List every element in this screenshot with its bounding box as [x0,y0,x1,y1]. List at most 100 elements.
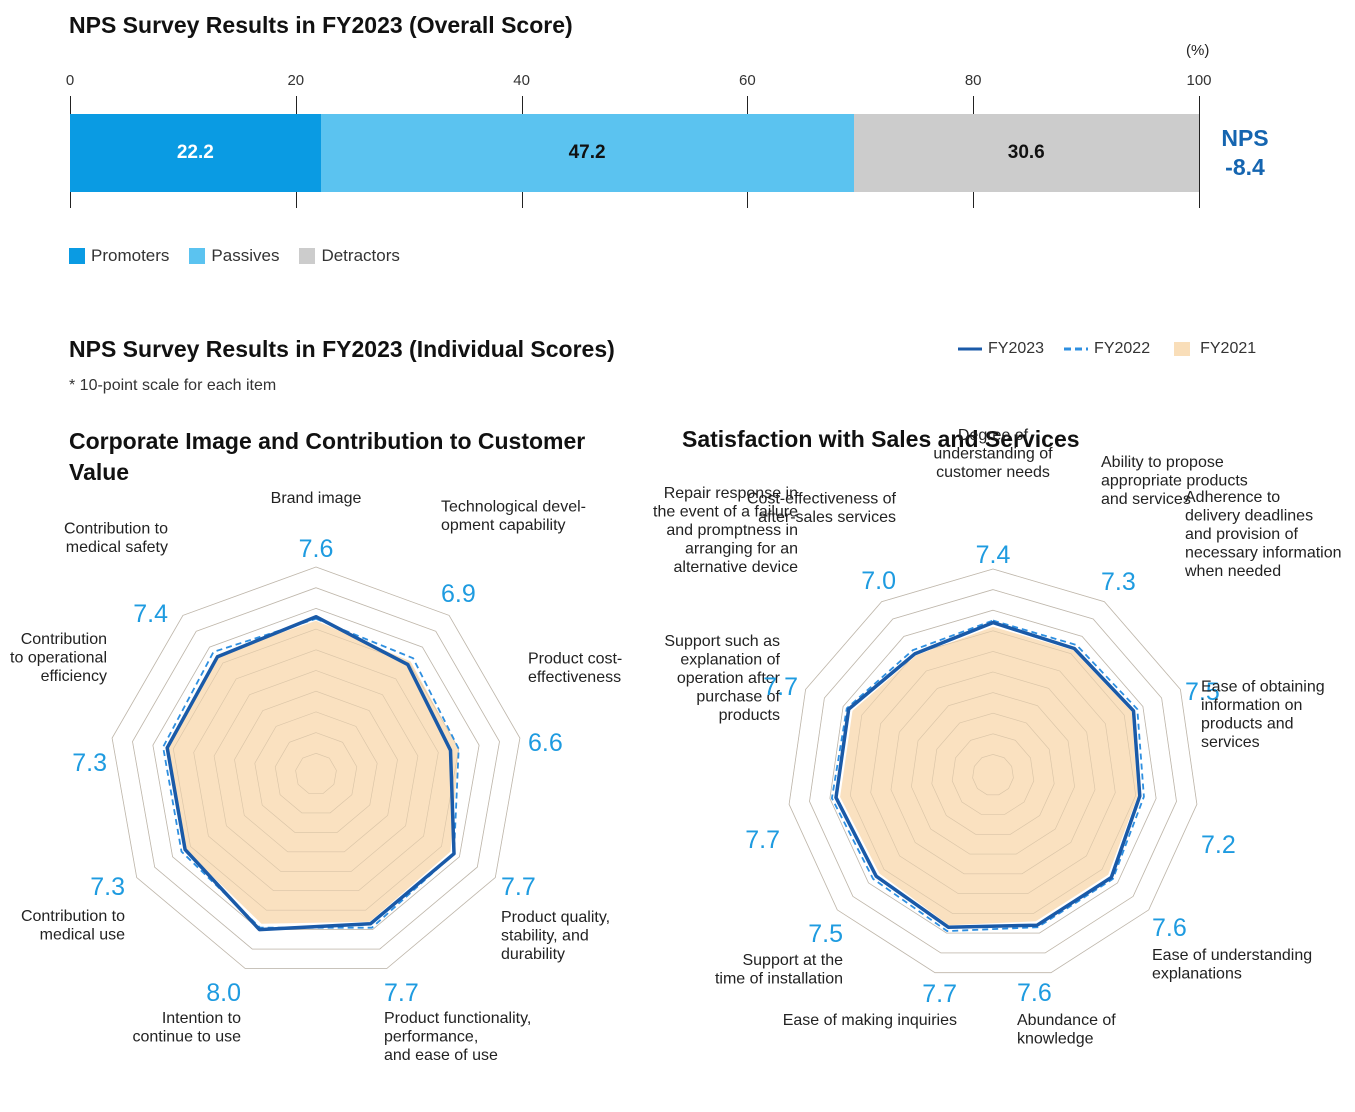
axis-value-label: 7.7 [501,873,536,901]
axis-label: Contribution to operational efficiency [10,631,107,685]
individual-title: NPS Survey Results in FY2023 (Individual… [69,336,615,362]
axis-label: Abundance of knowledge [1017,1012,1116,1048]
grid-ring-overlay [972,754,1014,796]
legend-item-fy2021: FY2021 [1170,340,1256,358]
x-tick-label: 80 [964,72,982,89]
axis-label: Ease of understanding explanations [1152,947,1312,983]
nps-value: -8.4 [1225,154,1265,180]
axis-label: Adherence to delivery deadlines and provis… [1184,489,1342,580]
series-fy2022-line [830,619,1145,933]
axis-value-label: 8.0 [206,979,241,1007]
axis-value-label: 7.3 [1101,568,1136,596]
legend-label: Passives [211,246,280,265]
radar-sales-services: Degree of understanding of customer needs 7… [653,427,1342,1048]
unit-label: (%) [1186,42,1210,59]
axis-value-label: 7.4 [976,541,1011,569]
x-tick-label: 0 [65,72,75,89]
axis-value-label: 7.6 [299,535,334,563]
radar-corporate-image: Brand image 7.6 Technological devel-opment… [10,490,622,1064]
axis-value-label: 7.0 [861,567,896,595]
legend-swatch [1064,347,1089,351]
grid-ring-overlay [911,692,1075,855]
series-fy2023-line [165,614,456,932]
axis-label: Product quality, stability, and durability [501,909,610,963]
axis-label: Degree of understanding of customer needs [933,427,1053,481]
legend-label: Promoters [91,246,170,265]
grid-ring-overlay [890,671,1096,875]
axis-value-label: 6.9 [441,580,476,608]
bar-segment-detractors: 30.6 [853,114,1199,192]
axis-label: Ability to propose appropriate products an… [1101,454,1248,508]
axis-value-label: 7.5 [1185,678,1220,706]
grid-ring-overlay [788,568,1198,974]
axis-value-label: 7.3 [90,873,125,901]
grid-ring-overlay [849,630,1137,914]
legend-swatch [299,248,316,264]
stacked-bar: 22.2 47.2 30.6 [70,96,1200,208]
grid-ring-overlay [193,649,439,892]
legend-item-passives: Passives [189,246,279,266]
legend-swatch [1174,342,1191,356]
axis-value-label: 7.7 [384,979,419,1007]
grid-ring-overlay [254,711,378,833]
grid-ring-overlay [295,752,337,794]
legend-label: FY2023 [988,340,1045,357]
bar-segment-passives: 47.2 [320,114,854,192]
legend-label: FY2021 [1200,340,1257,357]
grid-ring-overlay [809,589,1177,954]
overall-legend: Promoters Passives Detractors [69,246,420,266]
overall-chart-title: NPS Survey Results in FY2023 (Overall Sc… [69,12,573,38]
axis-label: Intention to continue to use [132,1010,241,1046]
radar-1-title: Corporate Image and Contribution to Cust… [69,428,586,485]
axis-value-label: 7.5 [808,920,843,948]
radar-2-title: Satisfaction with Sales and Services [682,426,1080,452]
legend-label: Detractors [321,246,400,265]
axis-label: Cost-effectiveness of after-sales service… [747,491,897,527]
axis-value-label: 6.6 [528,729,563,757]
axis-value-label: 7.3 [72,749,107,777]
grid-ring-overlay [172,628,460,911]
axis-label: Technological devel-opment capability [441,499,586,535]
axis-value-label: 7.6 [1152,914,1187,942]
scale-note: * 10-point scale for each item [69,377,277,394]
x-tick-label: 40 [513,72,530,89]
axis-label: Ease of obtaining information on products … [1201,679,1325,752]
axis-label: Brand image [271,490,362,507]
x-tick-label: 100 [1186,72,1212,89]
axis-value-label: 7.2 [1201,831,1236,859]
series-fy2021-area [167,620,459,924]
series-fy2021-area [840,626,1138,926]
axis-label: Support such as explanation of operation a… [664,633,780,724]
axis-label: Contribution to medical use [21,908,125,944]
grid-ring-overlay [213,670,419,872]
axis-label: Ease of making inquiries [783,1012,957,1029]
series-fy2022-line [162,617,460,929]
axis-value-label: 7.4 [133,600,168,628]
nps-label: NPS [1221,125,1269,151]
grid-ring-overlay [829,609,1157,934]
axis-value-label: 7.6 [1017,979,1052,1007]
legend-item-promoters: Promoters [69,246,169,266]
legend-swatch [189,248,206,264]
grid-ring-overlay [152,608,480,930]
axis-label: Contribution to medical safety [64,521,168,557]
x-tick-label: 60 [739,72,756,89]
axis-label: Repair response in the event of a failure… [653,485,798,576]
grid-ring-overlay [234,690,398,853]
legend-swatch [958,347,982,351]
axis-value-label: 7.7 [763,673,798,701]
grid-ring-overlay [951,733,1035,815]
individual-legend: FY2023 FY2022 FY2021 [958,340,1256,358]
legend-label: FY2022 [1094,340,1151,357]
grid-ring-overlay [870,651,1116,894]
axis-value-label: 7.7 [745,826,780,854]
bar-segment-promoters: 22.2 [70,114,321,192]
x-tick-label: 20 [287,72,305,89]
legend-item-detractors: Detractors [299,246,400,266]
grid-ring-overlay [111,566,521,969]
grid-ring-overlay [132,587,500,950]
axis-label: Product cost-effectiveness [528,651,622,687]
axis-label: Support at the time of installation [715,952,843,988]
grid-ring-overlay [274,732,358,814]
